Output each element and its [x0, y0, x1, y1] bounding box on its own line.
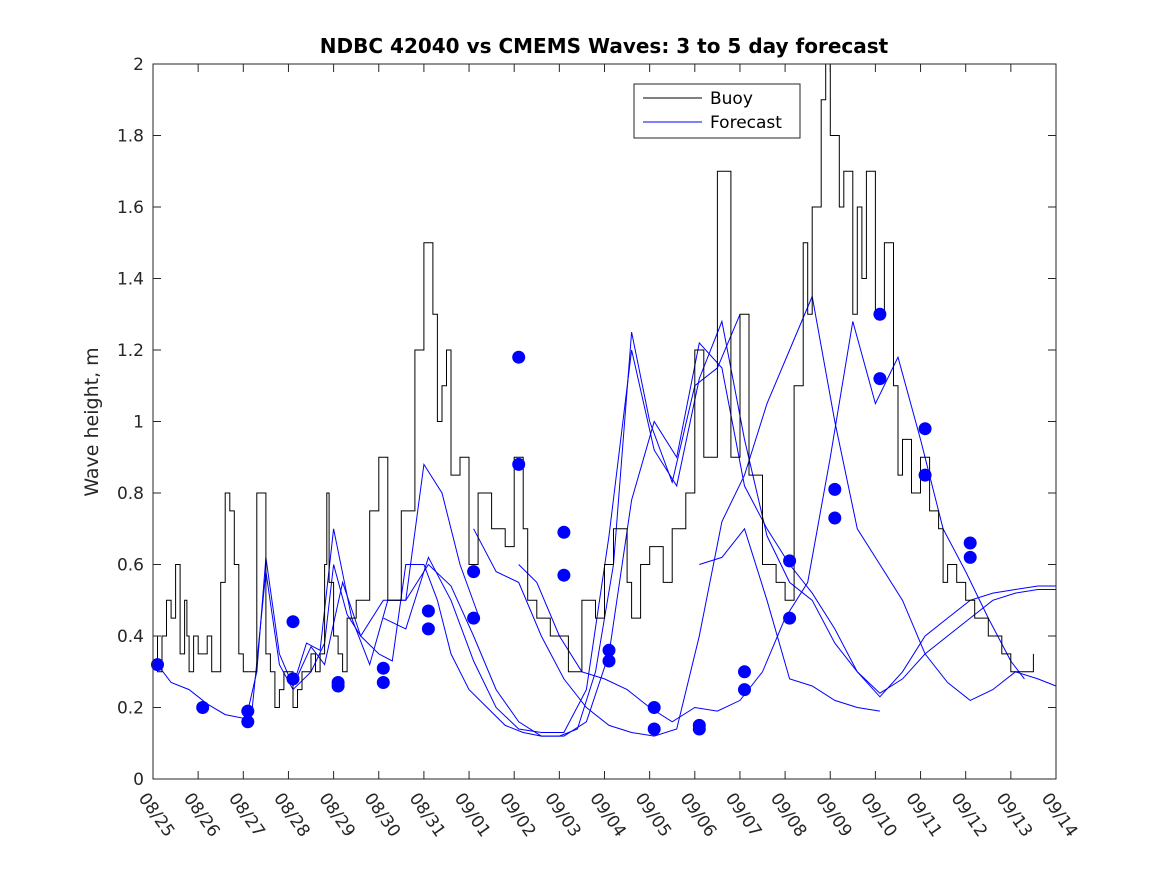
forecast-marker	[557, 568, 571, 582]
forecast-marker	[602, 643, 616, 657]
y-tick-label: 1	[133, 413, 144, 433]
forecast-line-7	[699, 527, 880, 712]
forecast-marker	[241, 715, 255, 729]
y-tick-label: 1.6	[117, 198, 144, 218]
forecast-marker	[828, 482, 842, 496]
buoy-line	[153, 63, 1034, 708]
forecast-marker	[376, 661, 390, 675]
forecast-marker	[647, 701, 661, 714]
y-tick-label: 0.8	[117, 484, 144, 504]
forecast-line-5	[473, 294, 1057, 737]
forecast-marker	[828, 511, 842, 525]
forecast-marker	[512, 350, 526, 364]
forecast-marker	[963, 536, 977, 550]
forecast-marker	[692, 722, 706, 736]
y-tick-label: 1.8	[117, 127, 144, 147]
y-tick-label: 0.2	[117, 699, 144, 719]
forecast-marker	[151, 658, 164, 672]
forecast-marker	[647, 722, 661, 736]
y-tick-label: 1.4	[117, 270, 144, 290]
legend-forecast-label: Forecast	[710, 113, 782, 133]
forecast-marker	[738, 683, 751, 697]
legend-buoy-label: Buoy	[710, 89, 753, 109]
forecast-marker	[331, 679, 345, 693]
forecast-marker	[286, 615, 300, 629]
forecast-marker	[467, 611, 481, 625]
forecast-marker	[421, 604, 435, 618]
forecast-line-3	[292, 341, 1056, 737]
forecast-marker	[241, 704, 255, 718]
y-tick-label: 0.4	[117, 627, 144, 647]
forecast-marker	[602, 654, 616, 668]
forecast-marker	[196, 701, 210, 714]
forecast-marker	[286, 672, 300, 686]
forecast-marker	[873, 307, 887, 321]
forecast-marker	[918, 468, 932, 482]
forecast-marker	[512, 457, 526, 471]
forecast-marker	[963, 550, 977, 564]
forecast-marker	[738, 665, 751, 679]
legend: Buoy Forecast	[633, 83, 801, 139]
plot-area	[151, 63, 1057, 737]
y-tick-label: 2	[133, 55, 144, 75]
forecast-line-4	[383, 319, 1056, 733]
forecast-marker	[467, 565, 481, 579]
forecast-line-2	[247, 462, 479, 712]
forecast-marker	[557, 525, 571, 539]
y-tick-label: 1.2	[117, 341, 144, 361]
forecast-marker	[783, 554, 797, 568]
forecast-marker	[421, 622, 435, 636]
forecast-marker	[873, 372, 887, 386]
forecast-line-6	[518, 321, 1025, 723]
legend-box	[633, 83, 801, 139]
forecast-marker	[376, 676, 390, 689]
y-tick-label: 0.6	[117, 556, 144, 576]
y-tick-label: 0	[133, 770, 144, 790]
y-axis-label: Wave height, m	[81, 347, 103, 496]
forecast-marker	[783, 611, 797, 625]
forecast-marker	[918, 422, 932, 436]
chart-title: NDBC 42040 vs CMEMS Waves: 3 to 5 day fo…	[320, 34, 889, 58]
